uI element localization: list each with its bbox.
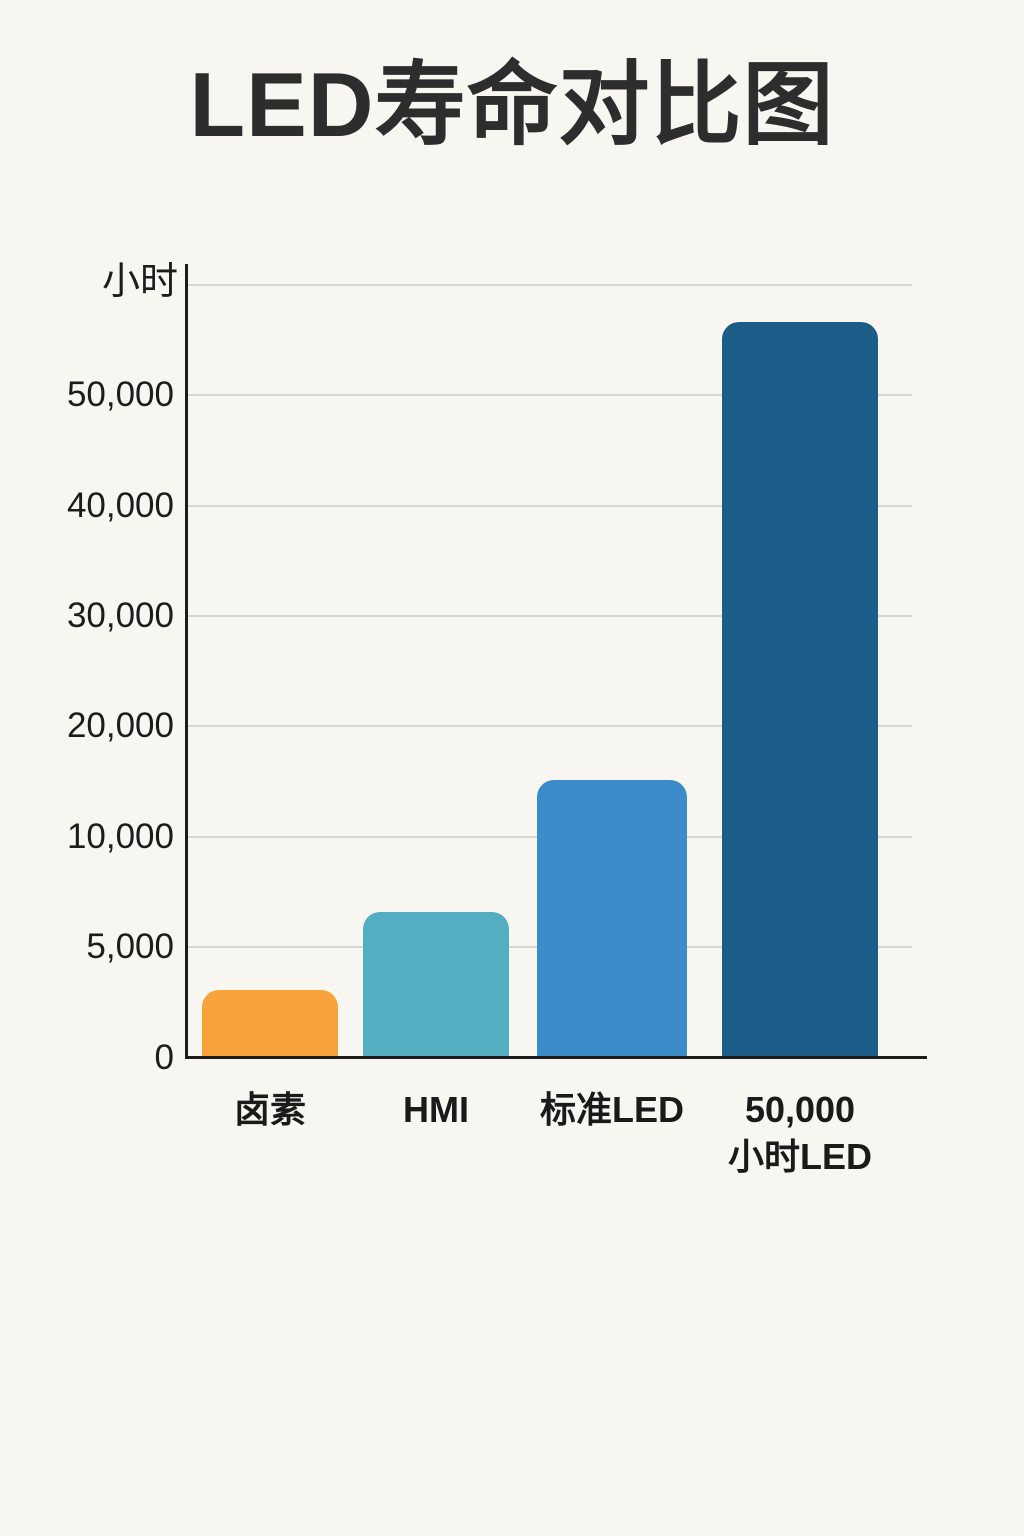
x-axis-label-line: 卤素 — [233, 1089, 306, 1130]
bar-hmi — [363, 912, 509, 1056]
bar-led-50000-hours — [722, 321, 878, 1056]
bar-halogen — [202, 989, 338, 1056]
y-axis-line — [185, 264, 188, 1059]
y-tick-label: 5,000 — [86, 927, 174, 967]
bar-standard-led — [537, 780, 687, 1056]
x-axis-label-standard-led: 标准LED — [472, 1086, 752, 1133]
x-axis-label-led-50000-hours: 50,000 小时LED — [660, 1086, 940, 1180]
x-axis-label-line: 标准LED — [539, 1089, 684, 1130]
y-tick-label: 50,000 — [66, 375, 174, 415]
x-axis-label-line: 小时LED — [727, 1136, 872, 1177]
chart-title: LED寿命对比图 — [189, 55, 835, 156]
x-axis-label-line: 50,000 — [744, 1089, 856, 1130]
y-axis-unit-label: 小时 — [101, 261, 178, 303]
y-tick-label: 20,000 — [66, 706, 174, 746]
gridline — [188, 614, 912, 617]
x-axis-label-halogen: 卤素 — [130, 1086, 410, 1133]
y-tick-label: 10,000 — [66, 816, 174, 856]
y-tick-label: 30,000 — [66, 595, 174, 635]
x-axis-line — [185, 1056, 927, 1059]
gridline — [188, 283, 912, 286]
x-axis-label-hmi: HMI — [296, 1086, 576, 1133]
y-tick-label: 0 — [154, 1037, 174, 1077]
gridline — [188, 504, 912, 507]
y-tick-label: 40,000 — [66, 485, 174, 525]
x-axis-label-line: HMI — [403, 1089, 469, 1130]
gridline — [188, 394, 912, 397]
gridline — [188, 725, 912, 728]
